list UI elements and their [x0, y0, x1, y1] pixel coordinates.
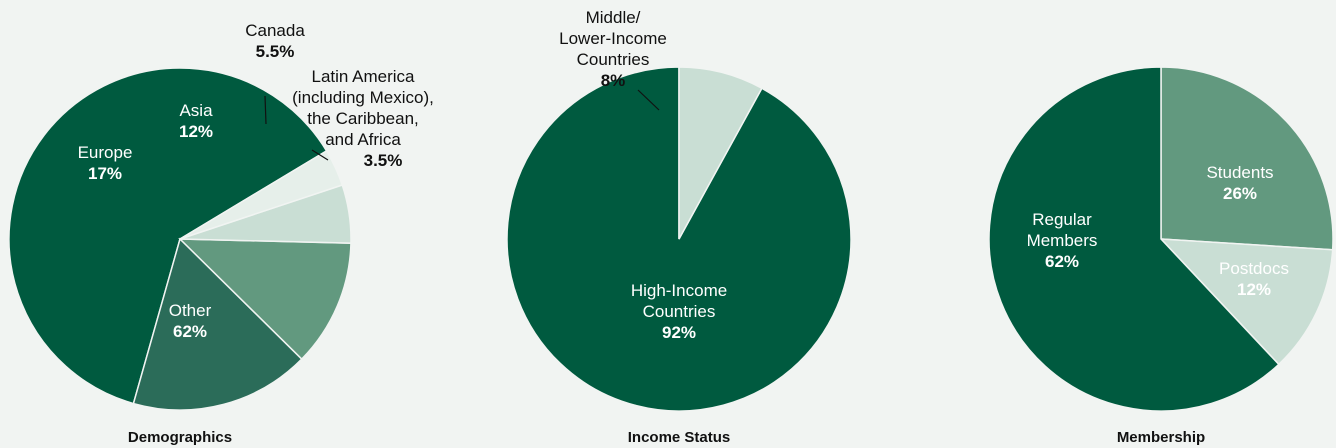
- chart-title-demographics: Demographics: [128, 429, 232, 446]
- income-status-pie: [506, 66, 852, 412]
- chart-title-membership: Membership: [1117, 429, 1205, 446]
- slice-value-students: 26%: [1223, 184, 1257, 203]
- slice-value-high-income-countries: 92%: [662, 323, 696, 342]
- slice-value-middle-lower-income-countries: 8%: [601, 71, 626, 90]
- membership-pie: [988, 66, 1334, 412]
- slice-value-regular-members: 62%: [1045, 252, 1079, 271]
- chart-title-income-status: Income Status: [628, 429, 731, 446]
- slice-value-canada: 5.5%: [256, 42, 295, 61]
- slice-value-postdocs: 12%: [1237, 280, 1271, 299]
- pie-slice-students: [1160, 66, 1334, 251]
- pie-slice-middle-lower-income-countries: [678, 66, 763, 240]
- callout-line-latin-america-including-mexico-the-caribbean-and-africa: [311, 149, 329, 161]
- slice-label-canada: Canada 5.5%: [245, 21, 305, 61]
- slice-label-students: Students 26%: [1206, 163, 1273, 203]
- callout-lines: [264, 89, 660, 161]
- pie-slice-regular-members: [988, 66, 1280, 412]
- slice-label-europe: Europe 17%: [78, 143, 133, 183]
- slice-label-other: Other 62%: [169, 301, 212, 341]
- pie-slice-asia: [178, 238, 352, 361]
- pie-slice-other: [8, 67, 328, 405]
- slice-label-high-income-countries: High-Income Countries 92%: [631, 281, 727, 342]
- slice-value-latin-america-including-mexico-the-caribbean-and-africa: 3.5%: [364, 151, 403, 170]
- slice-label-asia: Asia 12%: [179, 101, 213, 141]
- pie-slice-europe: [132, 237, 303, 411]
- slice-value-asia: 12%: [179, 122, 213, 141]
- slice-value-other: 62%: [173, 322, 207, 341]
- slice-label-regular-members: Regular Members 62%: [1027, 210, 1098, 271]
- pie-slice-high-income-countries: [506, 66, 852, 412]
- slice-value-europe: 17%: [88, 164, 122, 183]
- slice-labels: Other 62% Europe 17% Asia 12% Canada 5.5% Latin …: [78, 8, 1289, 342]
- demographics-pie: [8, 67, 352, 411]
- slice-label-middle-lower-income-countries: Middle/Lower-Income Countries 8%: [559, 8, 667, 90]
- pie-slice-latin-america-including-mexico-the-caribbean-and-africa: [179, 149, 344, 240]
- slice-label-postdocs: Postdocs 12%: [1219, 259, 1289, 299]
- slice-label-latin-america-including-mexico-the-caribbean-and-africa: Latin America (including Mexico), the Cari…: [292, 67, 434, 170]
- callout-line-canada: [264, 95, 267, 125]
- callout-line-middle-lower-income-countries: [637, 89, 660, 111]
- pie-slice-postdocs: [1159, 238, 1334, 366]
